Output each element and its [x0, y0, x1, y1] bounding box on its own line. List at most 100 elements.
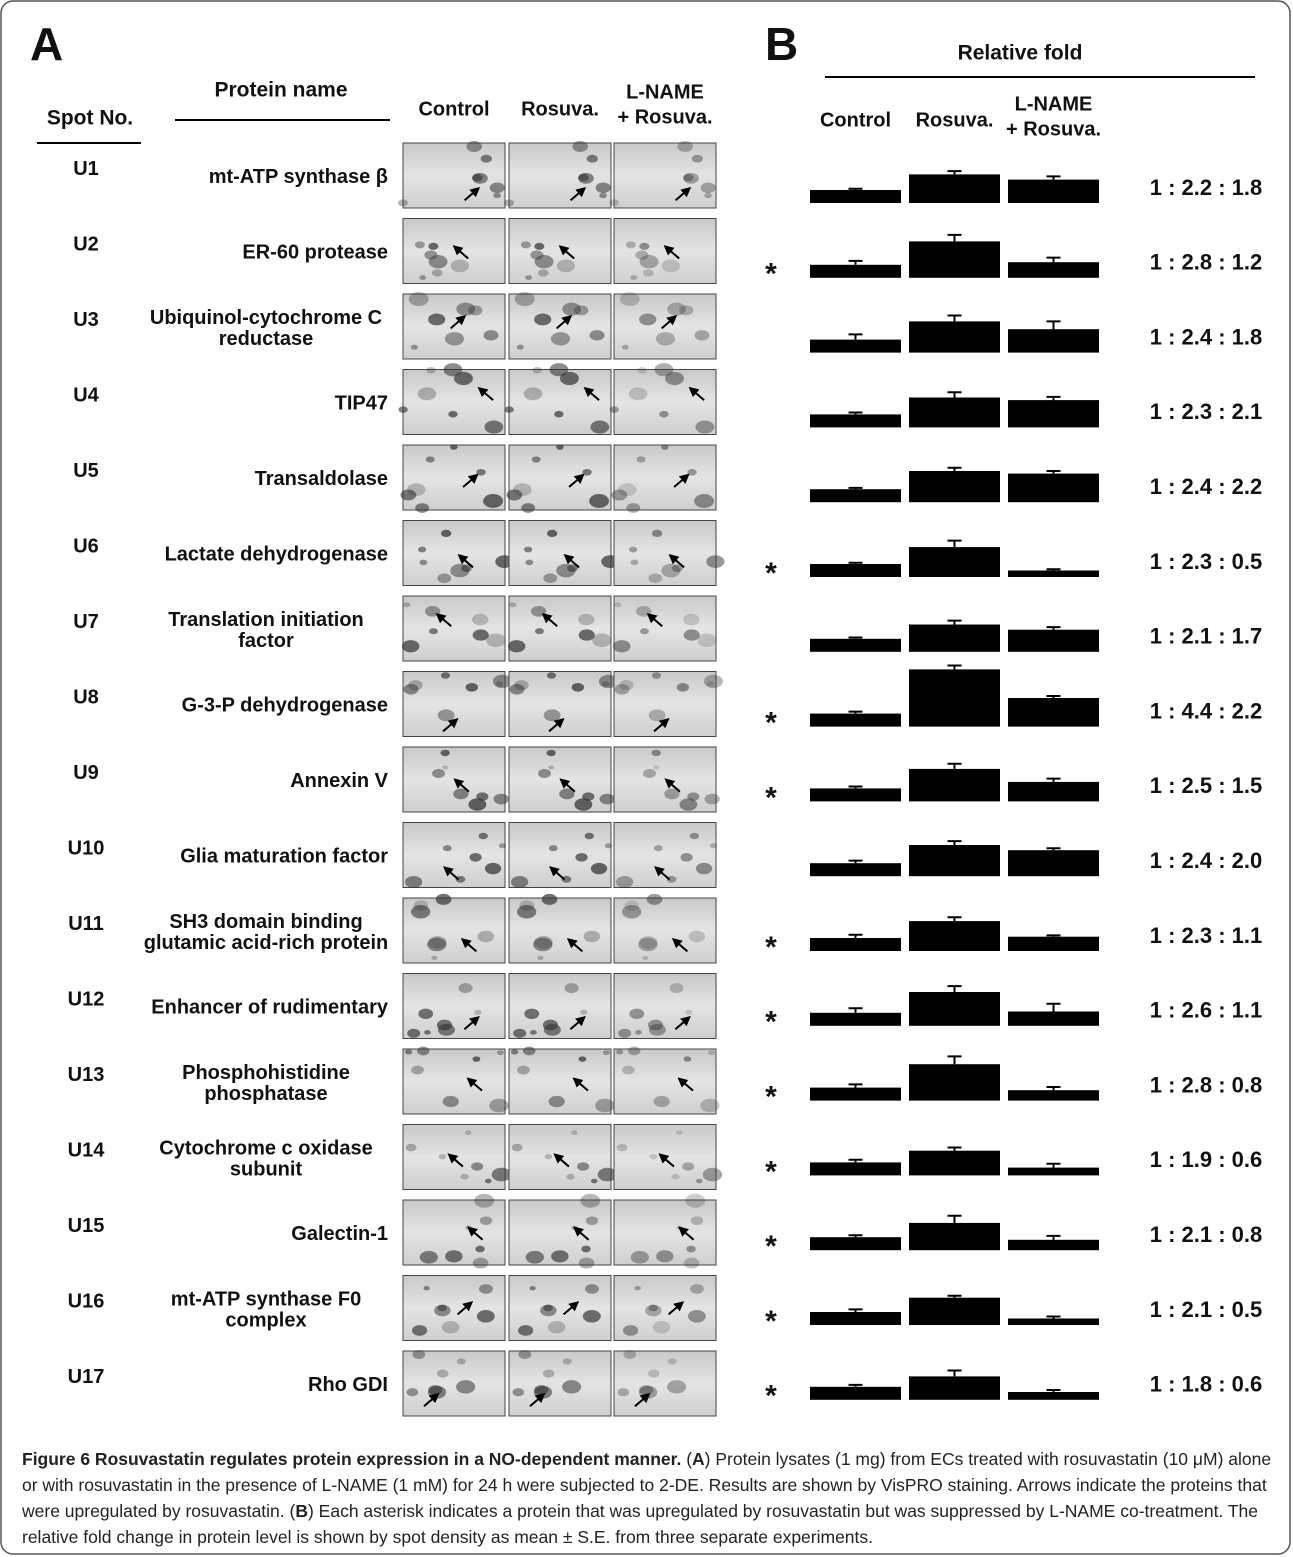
gel-spot: [432, 269, 443, 276]
gel-spot: [635, 1030, 642, 1035]
gel-spot: [563, 1358, 572, 1364]
gel-spot: [648, 1370, 660, 1378]
gel-spot: [591, 863, 607, 874]
gel-image: [509, 1350, 611, 1416]
gel-spot: [438, 1024, 455, 1036]
gel-spot: [695, 420, 714, 433]
gel-spot: [484, 330, 499, 340]
gel-spot: [653, 1321, 671, 1333]
fold-ratio: 1 : 2.2 : 1.8: [1150, 175, 1263, 200]
gel-spot: [519, 900, 534, 910]
gel-image: [614, 672, 723, 737]
error-bar: [849, 189, 863, 190]
spot-number: U15: [68, 1215, 105, 1237]
spot-number: U17: [68, 1366, 105, 1388]
protein-name: mt-ATP synthase β: [209, 166, 388, 188]
asterisk: *: [765, 1305, 777, 1338]
bar: [810, 414, 901, 427]
gel-spot: [415, 503, 429, 513]
gel-spot: [683, 614, 700, 626]
gel-spot: [637, 456, 646, 462]
gel-spot: [655, 363, 674, 376]
error-bar: [1047, 321, 1061, 329]
gel-spot: [418, 387, 437, 400]
gel-spot: [638, 938, 657, 952]
error-bar: [1047, 176, 1061, 179]
gel-spot: [418, 547, 426, 553]
gel-image: [614, 521, 725, 586]
gel-spot: [485, 863, 501, 874]
gel-spot: [581, 1246, 590, 1253]
error-bar: [948, 235, 962, 242]
caption-run: A: [692, 1449, 705, 1469]
gel-spot: [662, 260, 680, 273]
gel-spot: [669, 983, 683, 993]
gel-spot: [580, 1010, 587, 1015]
gel-spot: [441, 750, 450, 756]
spot-number: U12: [68, 988, 105, 1010]
column-header: Control: [418, 98, 489, 120]
gel-background: [403, 1351, 505, 1416]
protein-name: Annexin V: [290, 770, 388, 792]
gel-spot: [706, 555, 724, 568]
gel-spot: [685, 1194, 705, 1208]
gel-spot: [443, 845, 452, 851]
gel-spot: [580, 1194, 600, 1208]
gel-spot: [603, 1050, 610, 1055]
gel-spot: [653, 765, 659, 769]
gel-spot: [406, 1144, 417, 1152]
bar: [810, 190, 901, 203]
gel-spot: [688, 1310, 706, 1323]
gel-spot: [472, 173, 488, 184]
gel-image: [509, 1125, 617, 1190]
gel-spot: [515, 292, 535, 306]
bar: [1008, 400, 1099, 427]
spot-number: U8: [73, 686, 99, 708]
gel-spot: [499, 843, 506, 848]
gel-spot: [405, 876, 422, 888]
caption-run: (: [681, 1449, 692, 1469]
error-bar: [849, 1235, 863, 1237]
gel-spot: [428, 243, 438, 250]
gel-spot: [423, 1286, 429, 1290]
gel-spot: [402, 640, 420, 652]
gel-image: [509, 672, 618, 737]
gel-spot: [577, 1162, 589, 1170]
gel-spot: [623, 1350, 636, 1359]
gel-spot: [525, 275, 532, 280]
gel-spot: [505, 406, 514, 412]
spot-number: U13: [68, 1064, 105, 1086]
error-bar: [849, 638, 863, 639]
gel-spot: [686, 1246, 695, 1253]
error-bar: [1047, 696, 1061, 698]
protein-name: Phosphohistidine: [182, 1062, 350, 1084]
column-header: L-NAME: [1015, 93, 1093, 115]
bar: [909, 174, 1000, 203]
error-bar: [849, 712, 863, 714]
bar: [909, 1064, 1000, 1100]
gel-spot: [626, 503, 640, 513]
gel-spot: [448, 411, 457, 418]
gel-image: [614, 219, 716, 284]
gel-spot: [441, 672, 450, 678]
error-bar: [849, 1309, 863, 1312]
gel-spot: [432, 769, 445, 778]
gel-image: [403, 1047, 509, 1114]
fold-ratio: 1 : 2.4 : 2.0: [1150, 848, 1263, 873]
error-bar: [948, 1147, 962, 1150]
gel-spot: [465, 1130, 472, 1135]
gel-spot: [543, 573, 557, 583]
gel-image: [614, 747, 720, 812]
gel-spot: [411, 1066, 424, 1075]
gel-spot: [534, 1386, 552, 1399]
fold-ratio: 1 : 2.3 : 1.1: [1150, 923, 1263, 948]
gel-spot: [474, 1194, 494, 1208]
gel-spot: [680, 853, 692, 862]
gel-spot: [584, 931, 601, 943]
gel-spot: [469, 853, 481, 862]
bar: [810, 1013, 901, 1026]
gel-image: [509, 1276, 611, 1341]
gel-spot: [708, 1050, 715, 1055]
gel-spot: [572, 683, 584, 692]
gel-spot: [630, 560, 638, 566]
